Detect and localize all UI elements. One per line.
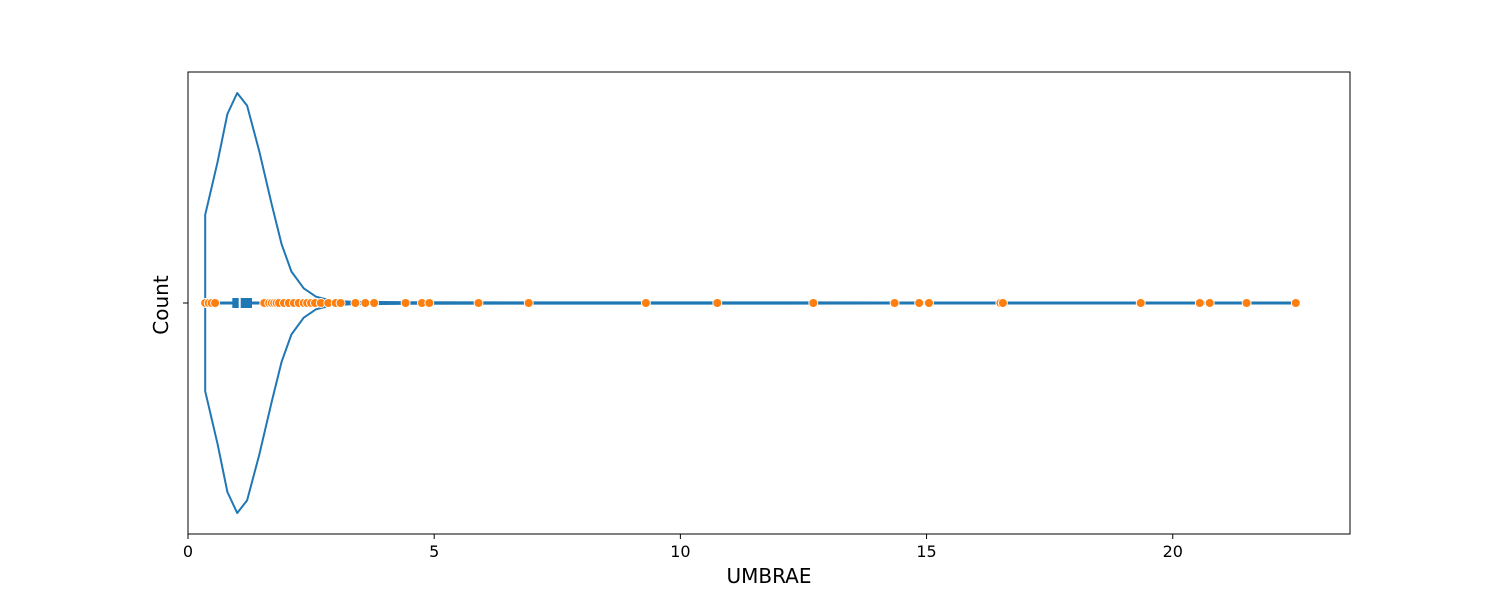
data-point	[712, 298, 723, 308]
data-point	[1241, 298, 1252, 308]
x-tick-label: 0	[183, 542, 193, 561]
data-point	[360, 298, 371, 308]
x-axis-label: UMBRAE	[726, 564, 811, 588]
data-point	[424, 298, 435, 308]
y-axis-label: Count	[149, 275, 173, 335]
data-point	[523, 298, 534, 308]
data-point	[473, 298, 484, 308]
data-point	[889, 298, 900, 308]
x-tick-label: 20	[1163, 542, 1183, 561]
box-iqr	[232, 298, 253, 308]
data-point	[1204, 298, 1215, 308]
data-point	[210, 298, 221, 308]
data-point	[369, 298, 380, 308]
x-tick-label: 15	[916, 542, 936, 561]
data-point	[997, 298, 1008, 308]
data-point	[914, 298, 925, 308]
data-point	[1135, 298, 1146, 308]
x-axis: 0 5 10 15 20	[183, 534, 1183, 561]
data-point	[400, 298, 411, 308]
data-point	[350, 298, 361, 308]
box-layer	[205, 298, 1296, 308]
data-point	[640, 298, 651, 308]
data-point	[808, 298, 819, 308]
data-point	[1194, 298, 1205, 308]
data-point	[924, 298, 934, 308]
x-tick-label: 5	[429, 542, 439, 561]
data-point	[1290, 298, 1301, 308]
x-tick-label: 10	[670, 542, 690, 561]
points-layer	[200, 298, 1301, 308]
data-point	[335, 298, 346, 308]
